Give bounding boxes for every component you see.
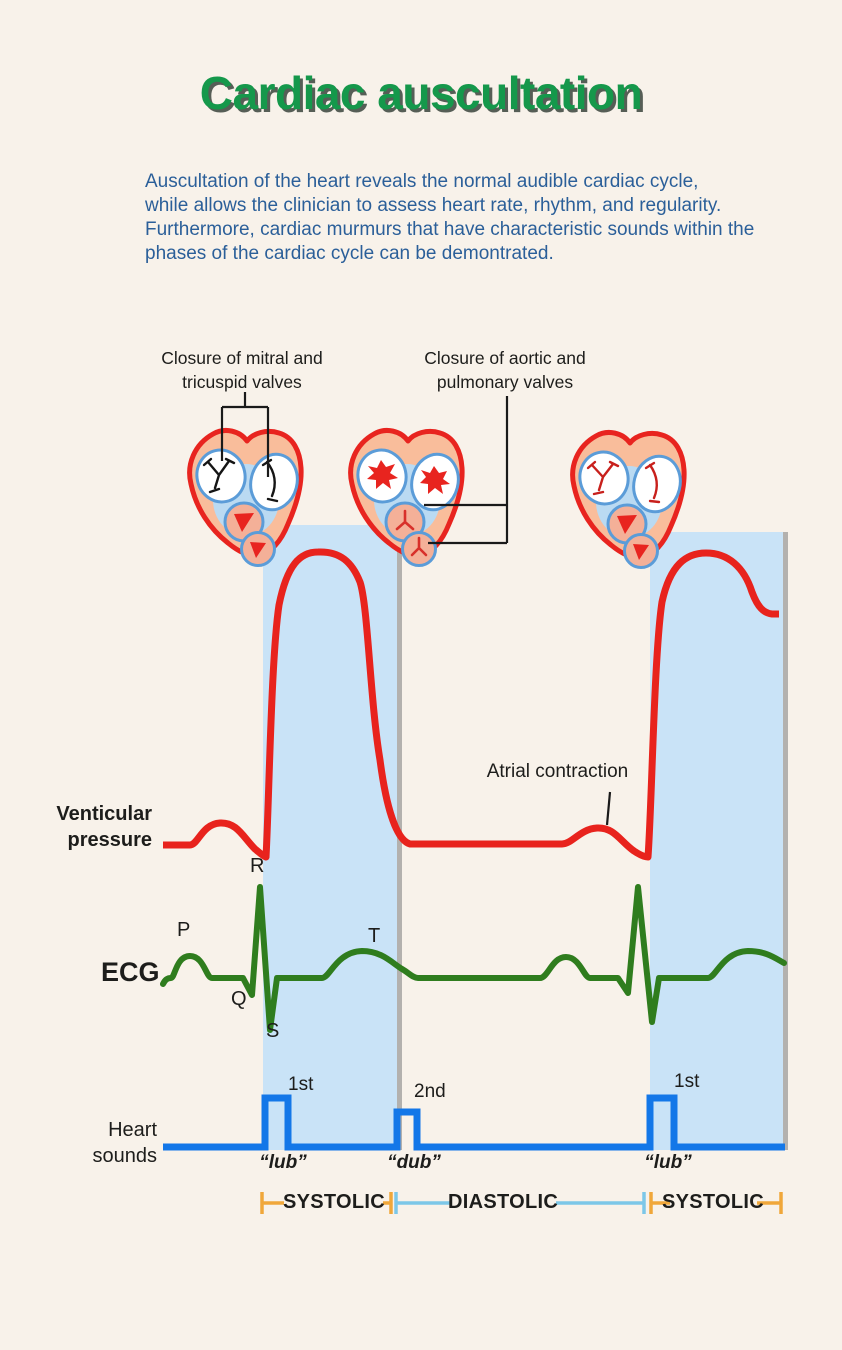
heart-sounds-label: Heart sounds bbox=[92, 1119, 158, 1168]
lub-label-2: “lub” bbox=[644, 1152, 692, 1173]
heart-sounds-trace bbox=[163, 1094, 785, 1151]
ecg-label: ECG bbox=[101, 957, 160, 987]
first-sound-label-1: 1st bbox=[288, 1074, 314, 1095]
systole-band-2-shadow bbox=[783, 532, 788, 1150]
systolic-bracket-2 bbox=[649, 1192, 783, 1214]
diastolic-bracket bbox=[394, 1192, 646, 1214]
ecg-t-wave-label: T bbox=[368, 925, 381, 947]
mitral-tricuspid-pointer-line bbox=[220, 392, 270, 477]
systole-band-1 bbox=[263, 525, 397, 1150]
ventricular-pressure-curve bbox=[163, 548, 779, 861]
ecg-p-wave-label: P bbox=[177, 919, 191, 941]
systolic-bracket-1 bbox=[260, 1192, 393, 1214]
dub-label: “dub” bbox=[387, 1152, 441, 1173]
heart-illustration-3 bbox=[570, 430, 687, 569]
heart-illustration-2 bbox=[348, 428, 465, 567]
diastolic-phase-label: DIASTOLIC bbox=[448, 1191, 559, 1213]
ventricular-pressure-label: Venticular pressure bbox=[56, 803, 152, 852]
second-sound-label: 2nd bbox=[414, 1081, 446, 1102]
aortic-pulmonary-pointer-line bbox=[424, 396, 509, 545]
first-sound-label-2: 1st bbox=[674, 1071, 700, 1092]
systolic-phase-label-2: SYSTOLIC bbox=[661, 1191, 765, 1213]
valve-closure-label-right: Closure of aortic and pulmonary valves bbox=[424, 348, 586, 393]
atrial-contraction-label: Atrial contraction bbox=[486, 761, 629, 782]
systole-band-2 bbox=[650, 532, 783, 1150]
valve-closure-label-left: Closure of mitral and tricuspid valves bbox=[161, 348, 323, 393]
page-title: Cardiac auscultation bbox=[199, 67, 643, 119]
intro-paragraph: Auscultation of the heart reveals the no… bbox=[145, 171, 755, 264]
ecg-trace bbox=[160, 884, 787, 1033]
lub-label-1: “lub” bbox=[259, 1152, 307, 1173]
ecg-q-wave-label: Q bbox=[231, 988, 247, 1010]
ecg-r-wave-label: R bbox=[250, 855, 265, 877]
atrial-contraction-pointer-line bbox=[605, 791, 612, 826]
ecg-s-wave-label: S bbox=[266, 1020, 280, 1042]
systolic-phase-label-1: SYSTOLIC bbox=[282, 1191, 386, 1213]
heart-illustration-1 bbox=[187, 428, 304, 567]
